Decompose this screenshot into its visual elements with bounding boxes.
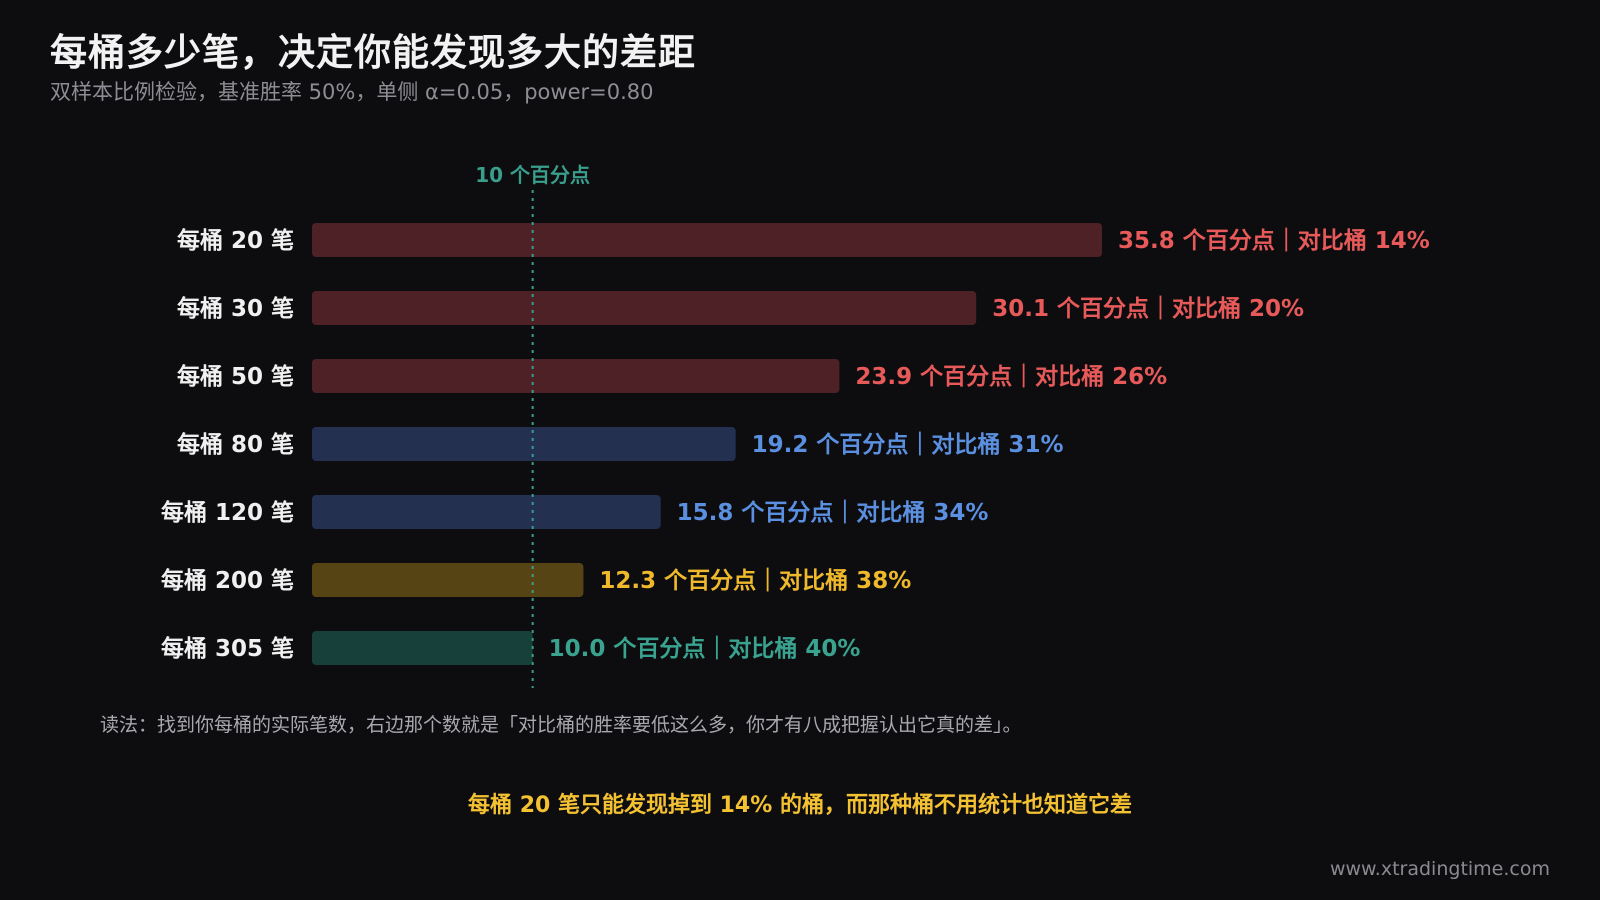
value-label: 15.8 个百分点｜对比桶 34%: [677, 499, 989, 526]
value-label: 30.1 个百分点｜对比桶 20%: [992, 295, 1304, 322]
category-label: 每桶 50 笔: [177, 363, 294, 390]
bar: [312, 291, 977, 325]
reading-note: 读法：找到你每桶的实际笔数，右边那个数就是「对比桶的胜率要低这么多，你才有八成把…: [100, 714, 1022, 736]
category-label: 每桶 80 笔: [177, 431, 294, 458]
bar: [312, 427, 736, 461]
bar: [312, 495, 661, 529]
bars-layer: 每桶 20 笔 35.8 个百分点｜对比桶 14% 每桶 30 笔 30.1 个百分点…: [161, 223, 1430, 665]
chart-title: 每桶多少笔，决定你能发现多大的差距: [50, 31, 696, 74]
category-label: 每桶 305 笔: [161, 635, 294, 662]
reference-line-label: 10 个百分点: [475, 163, 590, 187]
value-label: 23.9 个百分点｜对比桶 26%: [855, 363, 1167, 390]
bar: [312, 563, 584, 597]
value-label: 19.2 个百分点｜对比桶 31%: [752, 431, 1064, 458]
bar: [312, 631, 533, 665]
bar: [312, 359, 840, 393]
category-label: 每桶 30 笔: [177, 295, 294, 322]
value-label: 12.3 个百分点｜对比桶 38%: [599, 567, 911, 594]
category-label: 每桶 200 笔: [161, 567, 294, 594]
value-label: 35.8 个百分点｜对比桶 14%: [1118, 227, 1430, 254]
category-label: 每桶 20 笔: [177, 227, 294, 254]
category-label: 每桶 120 笔: [161, 499, 294, 526]
value-label: 10.0 个百分点｜对比桶 40%: [549, 635, 861, 662]
highlight-callout: 每桶 20 笔只能发现掉到 14% 的桶，而那种桶不用统计也知道它差: [468, 793, 1132, 818]
reference-layer: 10 个百分点: [475, 163, 590, 688]
chart-subtitle: 双样本比例检验，基准胜率 50%，单侧 α=0.05，power=0.80: [50, 80, 654, 104]
bar: [312, 223, 1102, 257]
watermark-url: www.xtradingtime.com: [1329, 858, 1550, 880]
